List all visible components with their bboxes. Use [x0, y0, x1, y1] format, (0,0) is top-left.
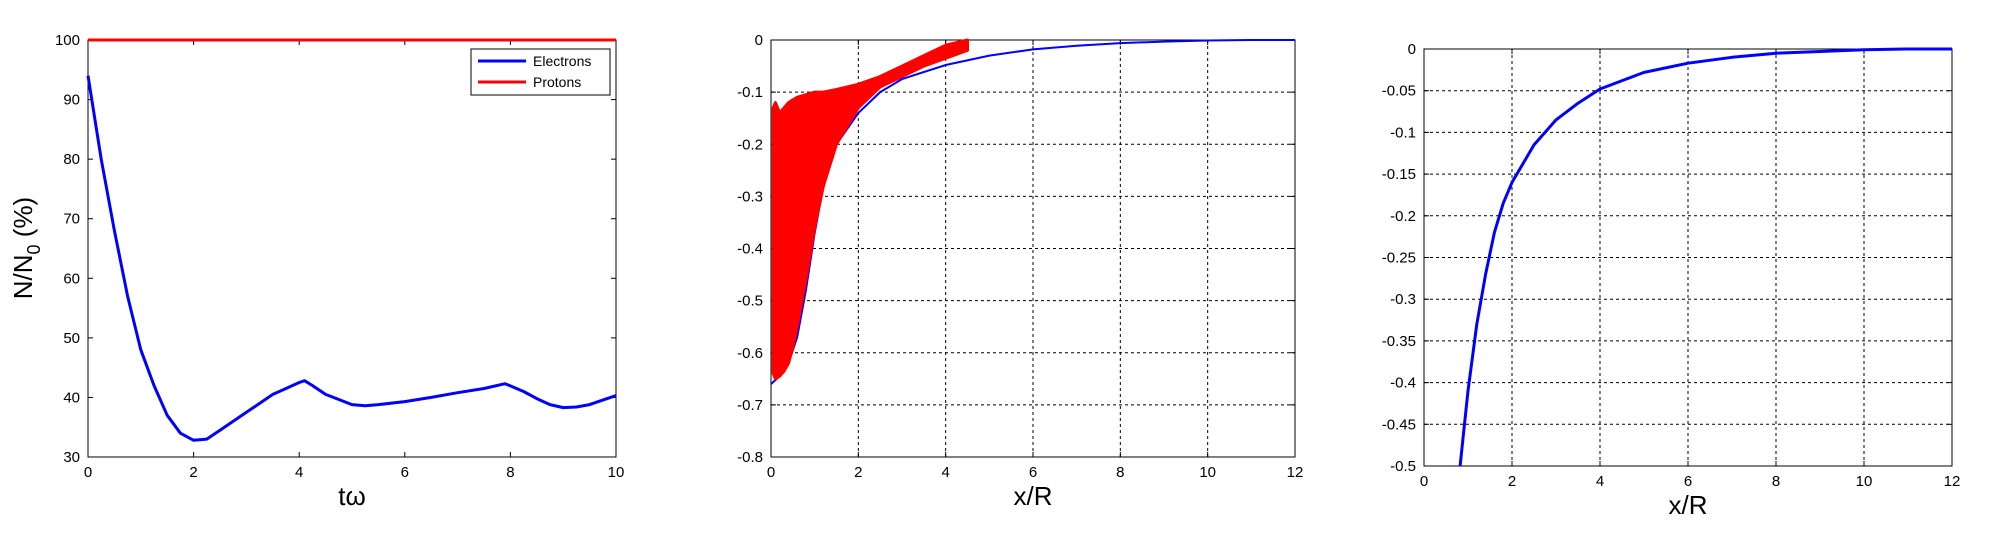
- y-tick-label: 80: [63, 151, 80, 168]
- panel-2-scatter: 0 2 4 6 8 10 12 -0.8 -0.7 -0.6 -0.5 -0.4 -0.3 -0.2 -0.…: [737, 32, 1303, 511]
- panel-2-x-axis-label: x/R: [1014, 481, 1053, 511]
- x-tick-label: 0: [84, 464, 92, 481]
- series-line: [1458, 47, 1952, 467]
- y-tick-label: 40: [63, 389, 80, 406]
- y-tick-label: -0.7: [737, 397, 763, 414]
- x-tick-label: 2: [854, 464, 862, 481]
- x-tick-label: 8: [1116, 464, 1124, 481]
- y-tick-label: 90: [63, 92, 80, 109]
- y-tick-label: -0.3: [737, 188, 763, 205]
- x-tick-label: 6: [1684, 473, 1692, 490]
- series-line-electrons: [86, 75, 617, 442]
- x-tick-label: 0: [767, 464, 775, 481]
- x-tick-label: 10: [1856, 473, 1873, 490]
- x-tick-label: 10: [1199, 464, 1216, 481]
- panel-1-y-axis-label: N/N0 (%): [8, 197, 44, 299]
- panel-1-series: [86, 38, 617, 442]
- legend: Electrons Protons: [470, 48, 611, 96]
- legend-label-protons: Protons: [533, 74, 581, 90]
- panel-2-series: [770, 38, 1295, 385]
- x-tick-label: 10: [608, 464, 625, 481]
- y-tick-label: 50: [63, 330, 80, 347]
- y-tick-label: -0.1: [737, 84, 763, 101]
- y-tick-label: 70: [63, 211, 80, 228]
- x-tick-label: 6: [401, 464, 409, 481]
- x-tick-label: 12: [1944, 473, 1961, 490]
- x-tick-label: 6: [1029, 464, 1037, 481]
- y-tick-label: -0.4: [1390, 375, 1416, 392]
- y-tick-label: -0.1: [1390, 124, 1416, 141]
- legend-label-electrons: Electrons: [533, 53, 591, 69]
- y-label-main: N/N: [8, 254, 38, 299]
- panel-3-grid: [1424, 49, 1952, 466]
- x-tick-label: 12: [1287, 464, 1304, 481]
- panel-3-series: [1458, 47, 1952, 467]
- panel-1-plot-area: [87, 39, 617, 458]
- x-tick-label: 2: [1508, 473, 1516, 490]
- y-tick-label: -0.45: [1382, 416, 1416, 433]
- y-tick-label: -0.4: [737, 241, 763, 258]
- y-tick-label: 30: [63, 449, 80, 466]
- y-tick-label: -0.8: [737, 449, 763, 466]
- panel-1-ticks: 0 2 4 6 8 10 30 40 50 60 70 80 90 100: [55, 32, 624, 481]
- x-tick-label: 8: [1772, 473, 1780, 490]
- panel-3-x-axis-label: x/R: [1669, 490, 1708, 520]
- x-tick-label: 2: [189, 464, 197, 481]
- scatter-point-cloud: [771, 38, 969, 381]
- y-tick-label: -0.05: [1382, 83, 1416, 100]
- panel-1-electrons-protons: 0 2 4 6 8 10 30 40 50 60 70 80 90 100 Electrons Proto…: [8, 32, 624, 511]
- y-tick-label: -0.25: [1382, 250, 1416, 267]
- y-tick-label: -0.6: [737, 345, 763, 362]
- x-tick-label: 8: [506, 464, 514, 481]
- y-tick-label: -0.2: [1390, 208, 1416, 225]
- y-tick-label: 100: [55, 32, 80, 49]
- panel-3-line: 0 2 4 6 8 10 12 -0.5 -0.45 -0.4 -0.35 -0.3 -0.25 -0.2…: [1382, 41, 1961, 520]
- x-tick-label: 4: [295, 464, 303, 481]
- x-tick-label: 4: [1596, 473, 1604, 490]
- y-tick-label: 0: [755, 32, 763, 49]
- y-label-tail: (%): [8, 197, 38, 245]
- legend-box: [470, 48, 611, 96]
- x-tick-label: 0: [1420, 473, 1428, 490]
- series-line: [770, 39, 1295, 385]
- panel-1-x-axis-label: tω: [338, 481, 366, 511]
- y-tick-label: -0.5: [1390, 458, 1416, 475]
- y-tick-label: -0.2: [737, 136, 763, 153]
- y-tick-label: -0.35: [1382, 333, 1416, 350]
- panel-2-ticks: 0 2 4 6 8 10 12 -0.8 -0.7 -0.6 -0.5 -0.4 -0.3 -0.2 -0.…: [737, 32, 1303, 481]
- y-label-subscript: 0: [24, 244, 44, 254]
- y-tick-label: 60: [63, 270, 80, 287]
- x-tick-label: 4: [941, 464, 949, 481]
- y-tick-label: -0.15: [1382, 166, 1416, 183]
- y-tick-label: -0.5: [737, 293, 763, 310]
- y-tick-label: -0.3: [1390, 291, 1416, 308]
- y-tick-label: 0: [1408, 41, 1416, 58]
